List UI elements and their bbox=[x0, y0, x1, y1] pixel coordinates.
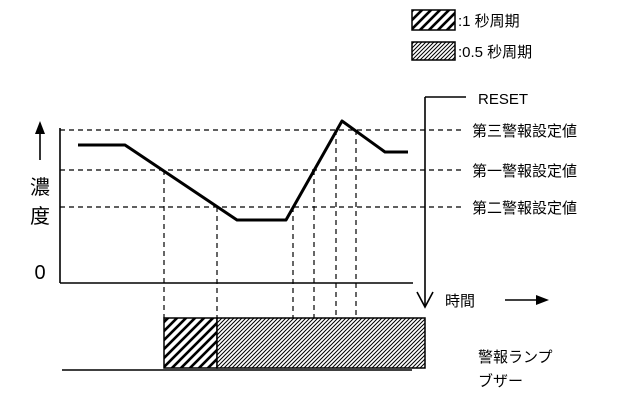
down-arrow-icon bbox=[416, 291, 434, 309]
up-arrow-icon bbox=[35, 121, 45, 160]
legend-swatch-0-5s bbox=[411, 41, 456, 61]
legend: :1 秒周期 :0.5 秒周期 bbox=[411, 9, 532, 61]
y-axis-zero-label: 0 bbox=[34, 262, 45, 284]
y-axis-label-char-2: 度 bbox=[30, 205, 50, 228]
y-axis-label-char-1: 濃 bbox=[30, 176, 50, 199]
threshold-lines: 第三警報設定値 第一警報設定値 第二警報設定値 bbox=[60, 122, 577, 217]
output-0-5s-cycle bbox=[216, 317, 426, 369]
output-1s-cycle bbox=[163, 317, 218, 369]
reset-label: RESET bbox=[478, 91, 528, 108]
output-label-buzzer: ブザー bbox=[478, 372, 523, 390]
concentration-curve bbox=[78, 119, 408, 222]
crossing-drop-lines bbox=[163, 130, 357, 318]
x-axis: 時間 bbox=[60, 282, 549, 310]
legend-swatch-1s bbox=[411, 9, 456, 31]
output-timing: 警報ランプ ブザー bbox=[62, 317, 553, 390]
reset-marker: RESET bbox=[416, 91, 528, 309]
threshold-label-1: 第一警報設定値 bbox=[472, 162, 577, 180]
threshold-label-2: 第二警報設定値 bbox=[472, 199, 577, 217]
legend-label-0-5s: :0.5 秒周期 bbox=[458, 44, 532, 61]
legend-label-1s: :1 秒周期 bbox=[458, 13, 520, 30]
right-arrow-icon bbox=[505, 295, 549, 305]
x-axis-label: 時間 bbox=[445, 293, 475, 310]
output-label-lamp: 警報ランプ bbox=[478, 349, 553, 366]
threshold-label-3: 第三警報設定値 bbox=[472, 122, 577, 140]
y-axis: 濃 度 0 bbox=[30, 121, 61, 284]
